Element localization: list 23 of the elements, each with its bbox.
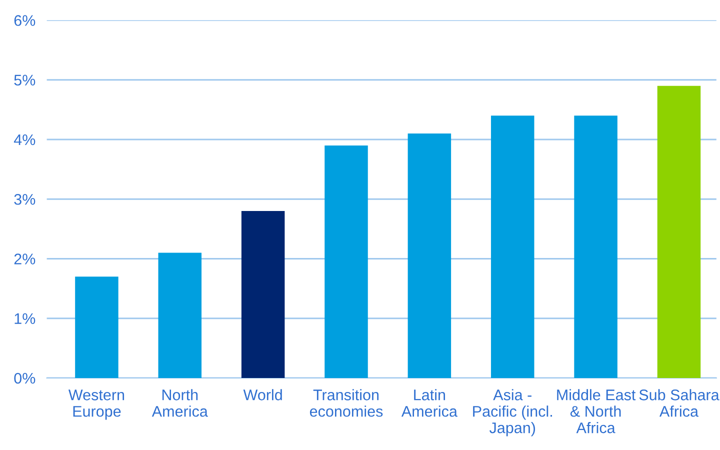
y-tick-label: 1% xyxy=(14,313,36,324)
y-tick-label: 4% xyxy=(14,134,36,146)
bar xyxy=(324,145,368,378)
x-tick-label: Transition economies xyxy=(310,389,383,417)
y-tick-label: 5% xyxy=(14,74,36,86)
bar xyxy=(490,116,534,378)
y-tick-label: 0% xyxy=(14,372,36,384)
y-tick-label: 3% xyxy=(14,194,36,205)
bar xyxy=(158,252,202,378)
y-tick-label: 6% xyxy=(14,15,36,26)
x-tick-label: Asia - Pacific (incl. Japan) xyxy=(473,389,552,436)
x-tick-label: Middle East & North Africa xyxy=(557,389,636,434)
bar xyxy=(408,134,452,378)
x-tick-label: Western Europe xyxy=(68,390,124,420)
x-tick-label: World xyxy=(243,389,282,400)
bar xyxy=(241,211,285,378)
x-tick-label: North America xyxy=(152,389,208,417)
x-tick-label: Sub Sahara Africa xyxy=(639,389,720,417)
x-tick-label: Latin America xyxy=(401,389,458,417)
y-tick-label: 2% xyxy=(14,254,36,264)
bar xyxy=(657,86,701,378)
bar xyxy=(75,276,118,378)
bar xyxy=(574,116,618,378)
